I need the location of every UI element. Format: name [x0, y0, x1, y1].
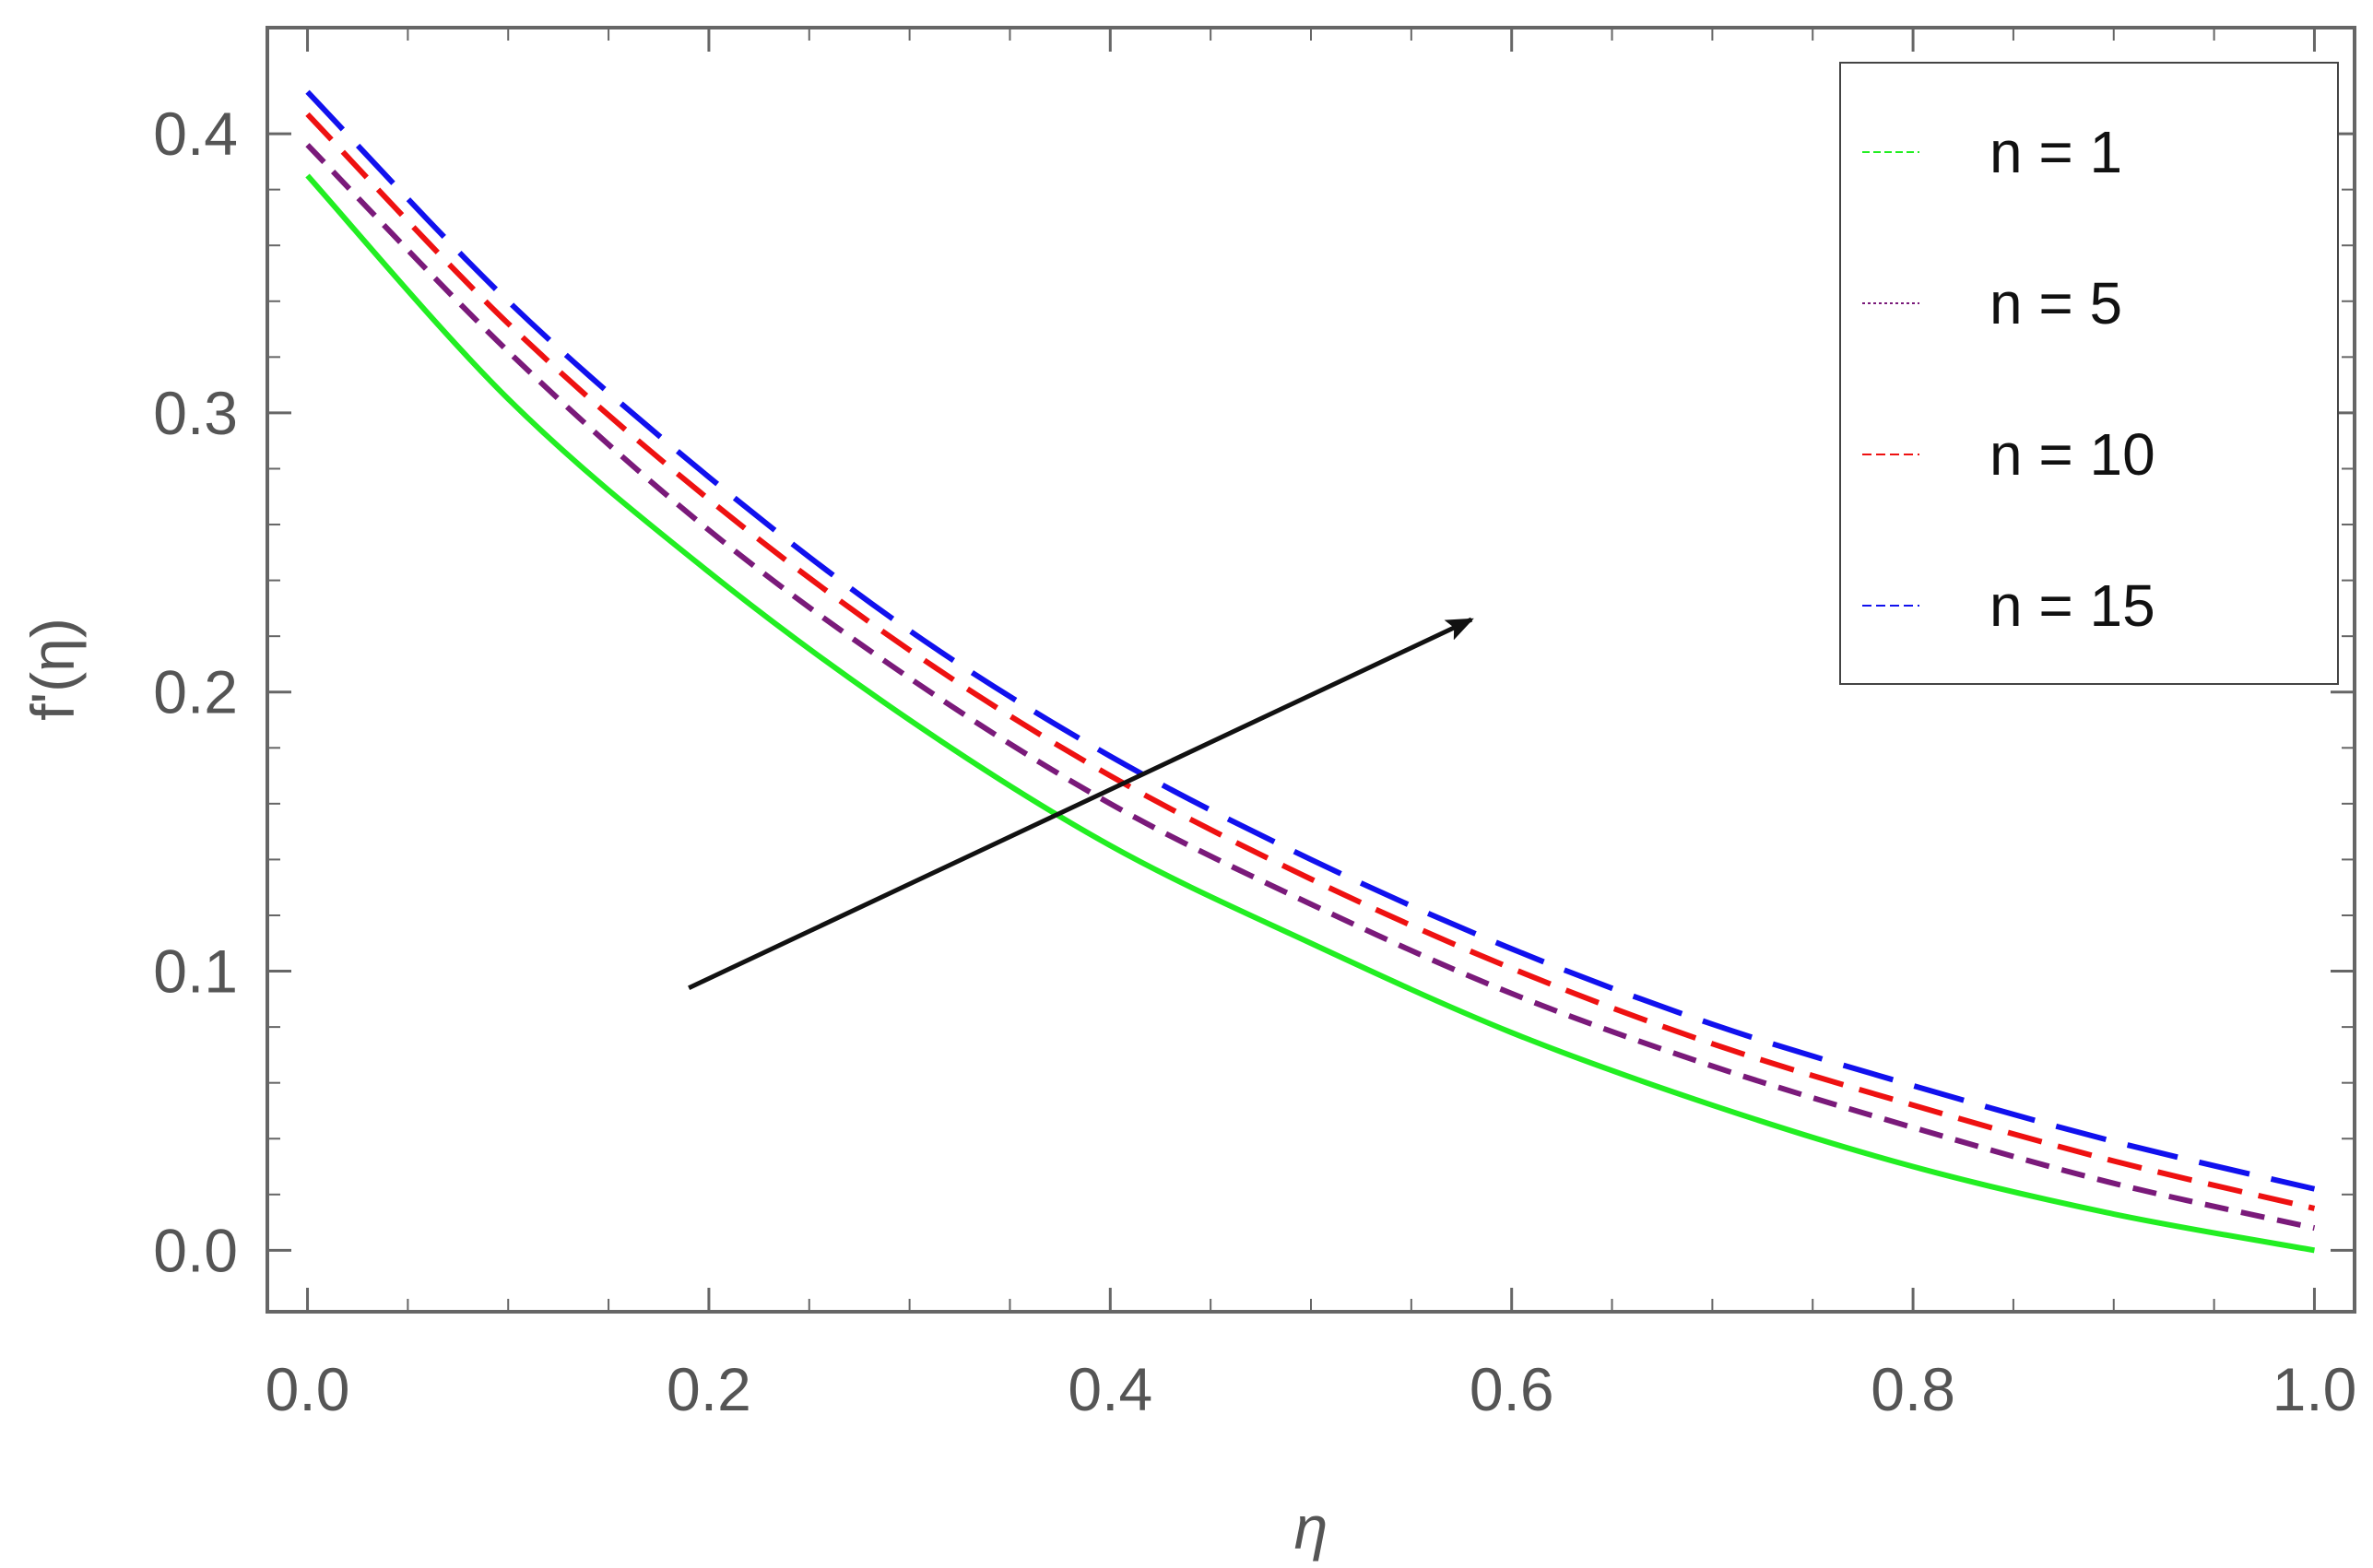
series-line-1 [305, 173, 2315, 1254]
y-tick-label: 0.0 [153, 1216, 238, 1284]
y-tick-label: 0.1 [153, 937, 238, 1006]
legend-label: n = 10 [1989, 421, 2155, 488]
x-tick-label: 1.0 [2273, 1355, 2357, 1423]
series-line-2 [305, 143, 2316, 1232]
legend-label: n = 1 [1989, 119, 2122, 185]
y-tick-label: 0.2 [153, 658, 238, 726]
legend-box [1839, 62, 2339, 685]
y-axis-label: f'(η) [18, 618, 87, 721]
x-tick-label: 0.6 [1470, 1355, 1554, 1423]
x-axis-label: η [1294, 1493, 1328, 1562]
y-tick-label: 0.4 [153, 100, 238, 168]
x-tick-label: 0.2 [667, 1355, 751, 1423]
series-line-4 [305, 89, 2316, 1192]
x-tick-label: 0.4 [1068, 1355, 1152, 1423]
x-tick-label: 0.8 [1871, 1355, 1955, 1423]
x-tick-label: 0.0 [266, 1355, 350, 1423]
legend-label: n = 15 [1989, 572, 2155, 639]
annotation-layer [688, 617, 1474, 990]
y-tick-label: 0.3 [153, 379, 238, 447]
series-layer [305, 89, 2316, 1254]
series-line-3 [305, 112, 2316, 1211]
legend-entries: n = 1 n = 5 n = 10 n = 15 [1862, 119, 2155, 639]
annotation-arrow [688, 617, 1474, 990]
legend-label: n = 5 [1989, 270, 2122, 336]
ticks: 0.0 0.2 0.4 0.6 0.8 1.0 0.0 0.1 0.2 0.3 0.4 [153, 28, 2356, 1423]
legend: n = 1 n = 5 n = 10 n = 15 [1839, 62, 2339, 685]
